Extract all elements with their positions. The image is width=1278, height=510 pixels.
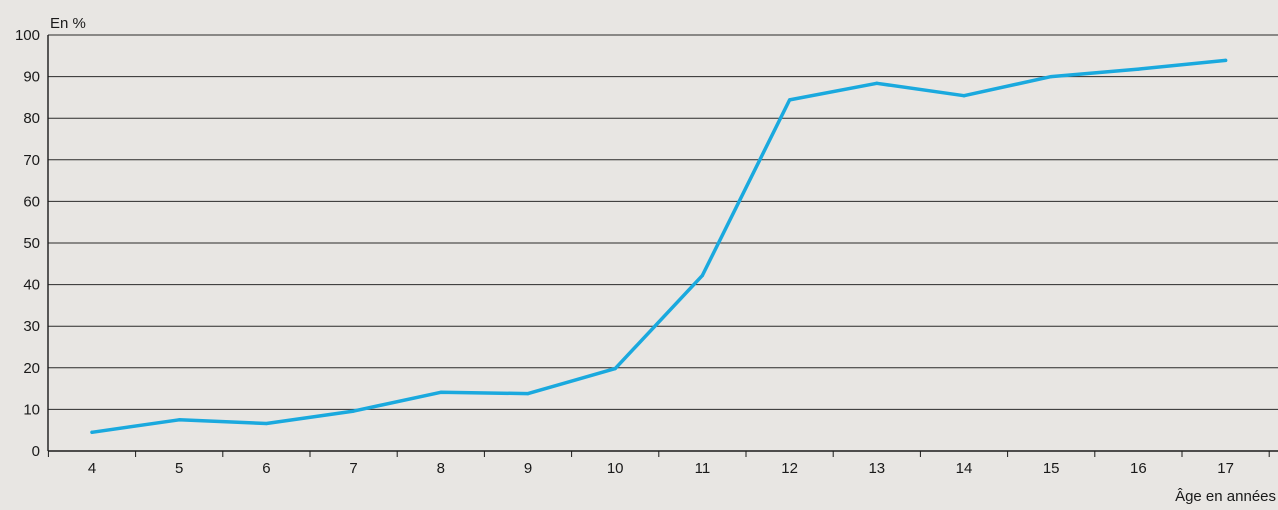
x-tick-label: 17 <box>1217 460 1234 477</box>
data-point <box>352 409 356 413</box>
x-tick-label: 6 <box>262 460 270 477</box>
data-point <box>613 367 617 371</box>
x-axis: 4 5 6 7 8 9 10 11 12 13 14 15 16 17 <box>47 450 1278 477</box>
data-point <box>1224 58 1228 62</box>
series-layer <box>90 58 1228 435</box>
x-tick-label: 9 <box>524 460 532 477</box>
y-tick-label: 60 <box>23 193 40 210</box>
data-point <box>90 430 94 434</box>
data-point <box>962 94 966 98</box>
x-tick-label: 15 <box>1043 460 1060 477</box>
x-tick-label: 11 <box>695 460 711 477</box>
x-tick-label: 10 <box>607 460 624 477</box>
x-tick-label: 8 <box>437 460 445 477</box>
x-tick-label: 4 <box>88 460 96 477</box>
data-point <box>439 390 443 394</box>
x-tick-label: 5 <box>175 460 183 477</box>
y-tick-label: 80 <box>23 110 40 127</box>
data-point <box>1049 75 1053 79</box>
data-point <box>700 273 705 278</box>
x-axis-title: Âge en années <box>1175 488 1276 505</box>
y-tick-label: 40 <box>23 277 40 294</box>
y-tick-label: 100 <box>15 27 40 44</box>
y-tick-label: 50 <box>23 235 40 252</box>
data-point <box>526 391 530 396</box>
x-tick-label: 12 <box>781 460 798 477</box>
y-axis-title: En % <box>50 15 86 32</box>
data-point <box>1136 67 1140 71</box>
y-tick-label: 20 <box>23 360 40 377</box>
y-axis: 0 10 20 30 40 50 60 70 80 90 100 <box>15 27 49 460</box>
data-point <box>788 98 792 102</box>
y-tick-label: 10 <box>23 401 40 418</box>
x-tick-label: 13 <box>868 460 885 477</box>
x-tick-label: 7 <box>349 460 357 477</box>
x-tick-label: 14 <box>956 460 973 477</box>
y-tick-label: 0 <box>32 443 40 460</box>
data-point <box>177 418 181 422</box>
y-tick-label: 30 <box>23 318 40 335</box>
gridlines <box>48 34 1278 410</box>
data-point <box>875 81 879 85</box>
x-tick-label: 16 <box>1130 460 1147 477</box>
y-tick-label: 90 <box>23 69 40 86</box>
series-line <box>90 58 1228 435</box>
y-tick-label: 70 <box>23 152 40 169</box>
data-point <box>264 421 268 426</box>
